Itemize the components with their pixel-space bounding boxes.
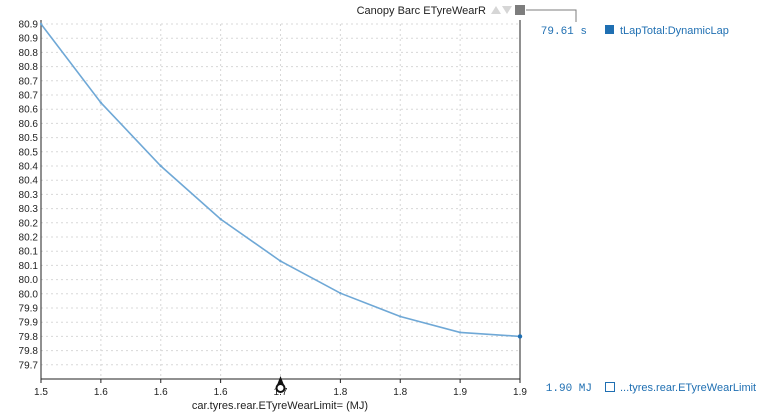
series-point [458,331,462,334]
series-point [279,259,282,263]
y-tick-label: 79.7 [19,360,39,371]
readout-connector [526,9,577,22]
y-tick-label: 80.1 [19,247,39,258]
x-tick-label: 1.5 [34,387,48,398]
y-tick-label: 80.7 [19,76,39,87]
y-tick-label: 80.3 [19,190,39,201]
y-tick-label: 80.1 [19,261,39,272]
end-point-marker [517,334,523,339]
y-tick-label: 80.2 [19,218,39,229]
series-point [159,164,162,168]
y-tick-label: 80.0 [19,275,39,286]
y-tick-label: 80.4 [19,176,39,187]
y-tick-label: 80.8 [19,48,39,59]
grid [40,23,521,379]
x-axis-title: car.tyres.rear.ETyreWearLimit= (MJ) [192,400,368,412]
x-value-readout: 1.90 MJ [546,383,592,395]
series-point [219,217,222,221]
y-tick-labels: 80.9 80.9 80.8 80.8 80.7 80.7 80.6 80.6 80.5 80.5… [19,20,39,372]
y-tick-label: 79.9 [19,318,39,329]
y-tick-label: 80.0 [19,289,39,300]
series-point [339,292,342,295]
square-handle-icon[interactable] [515,5,525,15]
y-tick-label: 80.9 [19,34,39,45]
legend-label-series[interactable]: tLapTotal:DynamicLap [620,25,729,37]
triangle-up-icon[interactable] [491,6,501,14]
y-tick-label: 80.9 [19,20,39,31]
y-tick-label: 80.2 [19,233,39,244]
y-tick-label: 80.3 [19,204,39,215]
x-tick-label: 1.9 [453,387,467,398]
x-cursor-handle-icon[interactable] [275,376,286,393]
legend-swatch-outline[interactable] [605,382,615,392]
y-tick-label: 79.8 [19,346,39,357]
series-point [399,315,402,318]
y-tick-label: 80.6 [19,119,39,130]
legend-swatch-filled[interactable] [605,25,614,34]
y-tick-label: 80.8 [19,62,39,73]
y-tick-label: 80.5 [19,133,39,144]
series-point [39,22,43,26]
triangle-down-icon[interactable] [502,6,512,14]
x-tick-label: 1.6 [94,387,108,398]
legend-label-x-variable[interactable]: ...tyres.rear.ETyreWearLimit [620,382,756,394]
y-tick-label: 80.4 [19,162,39,173]
x-tick-label: 1.6 [214,387,228,398]
series [39,22,523,393]
x-tick-label: 1.6 [154,387,168,398]
y-tick-label: 80.6 [19,105,39,116]
x-tick-label: 1.8 [333,387,347,398]
y-tick-label: 79.9 [19,304,39,315]
chart-header-title: Canopy Barc ETyreWearR [357,5,486,17]
x-tick-label: 1.9 [513,387,527,398]
y-tick-label: 79.8 [19,332,39,343]
y-tick-label: 80.7 [19,91,39,102]
y-value-readout: 79.61 s [541,26,587,38]
x-tick-label: 1.8 [393,387,407,398]
y-tick-label: 80.5 [19,147,39,158]
series-point [99,101,103,104]
